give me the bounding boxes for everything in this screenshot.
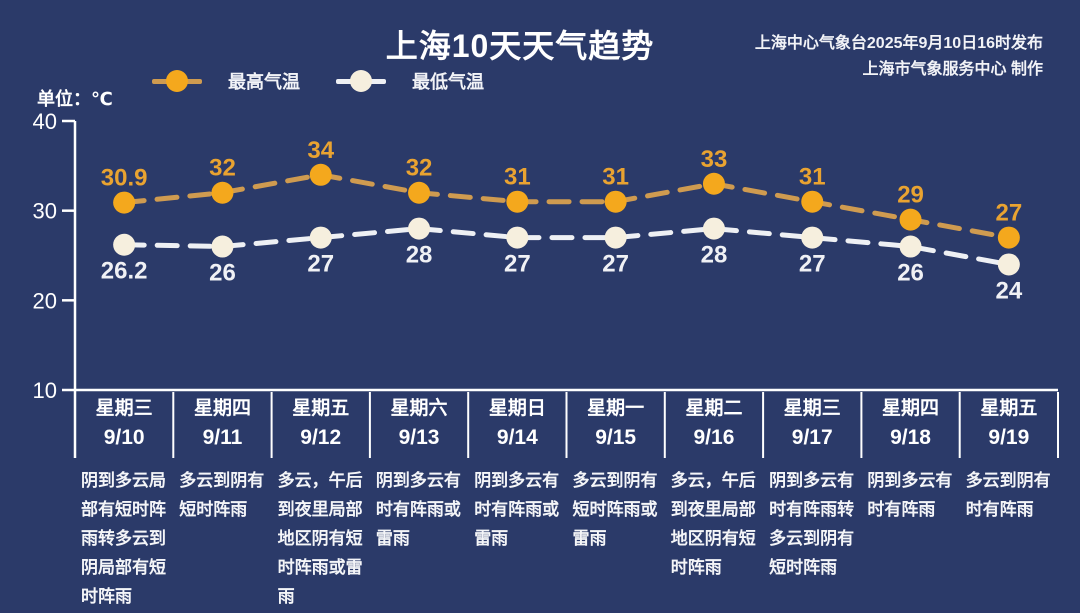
high-temp-value-label: 34 — [307, 137, 334, 164]
low-temp-value-label: 24 — [995, 277, 1022, 304]
high-temp-point — [801, 190, 824, 213]
weather-description: 阴到多云局部有短时阵雨转多云到阴局部有短时阵雨 — [81, 471, 166, 606]
low-temp-marker-icon — [336, 70, 386, 92]
high-temp-point — [113, 191, 136, 214]
low-temp-value-label: 27 — [602, 251, 629, 278]
low-temp-point — [801, 226, 824, 249]
high-temp-point — [604, 190, 627, 213]
chart-legend: 最高气温 最低气温 — [152, 68, 484, 94]
low-temp-value-label: 26.2 — [101, 258, 148, 285]
low-temp-value-label: 28 — [701, 242, 728, 269]
weather-description: 多云到阴有时有阵雨 — [965, 471, 1051, 519]
high-temp-value-label: 31 — [799, 164, 826, 191]
day-column-9-14: 星期日 9/14 — [468, 397, 566, 451]
high-temp-point — [702, 172, 725, 195]
y-axis-tick-label: 20 — [33, 288, 57, 313]
low-temp-point — [408, 217, 431, 240]
low-temp-point — [702, 217, 725, 240]
weekday-label: 星期五 — [980, 398, 1038, 419]
weekday-label: 星期一 — [587, 398, 645, 419]
date-label: 9/11 — [202, 426, 243, 449]
low-temp-value-label: 26 — [897, 260, 924, 287]
day-column-9-17: 星期三 9/17 — [763, 397, 861, 451]
day-column-9-15: 星期一 9/15 — [567, 397, 665, 451]
day-column-9-18: 星期四 9/18 — [861, 397, 959, 451]
weekday-label: 星期四 — [193, 398, 251, 419]
publisher-line-2: 上海市气象服务中心 制作 — [862, 61, 1043, 78]
date-label: 9/16 — [693, 426, 735, 449]
day-column-9-19: 星期五 9/19 — [960, 397, 1058, 451]
weekday-label: 星期二 — [685, 398, 743, 419]
high-temp-value-label: 32 — [406, 155, 433, 182]
high-temp-value-label: 32 — [209, 155, 236, 182]
day-column-9-10: 星期三 9/10 — [75, 397, 173, 451]
weekday-label: 星期五 — [292, 398, 350, 419]
y-axis-tick-label: 30 — [33, 199, 57, 224]
weather-description: 阴到多云有时有阵雨 — [867, 471, 953, 519]
high-temp-line — [121, 172, 1012, 241]
date-label: 9/19 — [988, 426, 1030, 449]
high-temp-value-label: 29 — [897, 182, 924, 209]
weekday-label: 星期三 — [783, 398, 841, 419]
low-temp-point — [113, 233, 136, 256]
legend-item-high-temp: 最高气温 — [152, 68, 300, 94]
low-temp-value-label: 28 — [406, 242, 433, 269]
low-temp-value-label: 26 — [209, 260, 236, 287]
y-axis-tick-label: 10 — [33, 378, 57, 403]
weather-description: 阴到多云有时有阵雨或雷雨 — [474, 471, 560, 548]
day-column-9-16: 星期二 9/16 — [665, 397, 763, 451]
weather-description: 阴到多云有时有阵雨转多云到阴有短时阵雨 — [769, 471, 855, 577]
high-temp-point — [506, 190, 529, 213]
date-label: 9/10 — [103, 426, 145, 449]
high-temp-marker-icon — [152, 70, 202, 92]
weather-description: 多云，午后到夜里局部地区阴有短时阵雨或雷雨 — [277, 471, 363, 606]
date-label: 9/15 — [595, 426, 637, 449]
date-label: 9/17 — [791, 426, 833, 449]
date-label: 9/14 — [496, 426, 538, 449]
legend-label-high-temp: 最高气温 — [228, 72, 300, 92]
low-temp-value-label: 27 — [504, 251, 531, 278]
low-temp-line — [121, 226, 1012, 267]
day-column-9-12: 星期五 9/12 — [272, 397, 370, 451]
weather-description: 多云到阴有短时阵雨 — [179, 471, 265, 519]
weather-description: 多云到阴有短时阵雨或雷雨 — [572, 471, 658, 548]
date-label: 9/12 — [300, 426, 342, 449]
unit-label: 单位：℃ — [37, 89, 113, 109]
low-temp-point — [899, 235, 922, 258]
legend-item-low-temp: 最低气温 — [336, 68, 484, 94]
high-temp-value-label: 31 — [504, 164, 531, 191]
high-temp-value-label: 27 — [995, 200, 1022, 227]
low-temp-point — [211, 235, 234, 258]
low-temp-point — [604, 226, 627, 249]
high-temp-point — [899, 208, 922, 231]
high-temp-value-label: 30.9 — [101, 165, 148, 192]
high-temp-point — [997, 226, 1020, 249]
high-temp-value-label: 31 — [602, 164, 629, 191]
day-column-9-13: 星期六 9/13 — [370, 397, 468, 451]
low-temp-point — [506, 226, 529, 249]
legend-label-low-temp: 最低气温 — [412, 72, 484, 92]
high-temp-point — [309, 163, 332, 186]
weekday-label: 星期三 — [95, 398, 153, 419]
weekday-label: 星期四 — [882, 398, 940, 419]
weekday-label: 星期日 — [488, 398, 546, 419]
date-label: 9/18 — [890, 426, 931, 449]
weather-description: 阴到多云有时有阵雨或雷雨 — [375, 471, 461, 548]
low-temp-point — [309, 226, 332, 249]
publisher-line-1: 上海中心气象台2025年9月10日16时发布 — [754, 35, 1043, 52]
low-temp-value-label: 27 — [799, 251, 826, 278]
low-temp-point — [997, 253, 1020, 276]
high-temp-value-label: 33 — [701, 146, 728, 173]
high-temp-point — [408, 181, 431, 204]
weather-description: 多云，午后到夜里局部地区阴有短时阵雨 — [670, 471, 756, 577]
weekday-label: 星期六 — [390, 398, 448, 419]
low-temp-value-label: 27 — [307, 251, 334, 278]
date-label: 9/13 — [398, 426, 440, 449]
publisher-info: 上海中心气象台2025年9月10日16时发布 上海市气象服务中心 制作 — [755, 31, 1043, 83]
high-temp-point — [211, 181, 234, 204]
day-column-9-11: 星期四 9/11 — [173, 397, 271, 451]
y-axis-tick-label: 40 — [33, 109, 57, 134]
chart-title: 上海10天天气趋势 — [385, 28, 655, 64]
